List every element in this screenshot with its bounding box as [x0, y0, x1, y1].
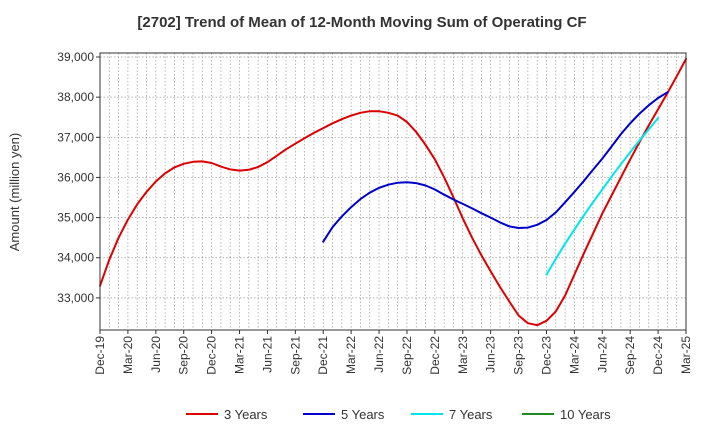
x-tick-label: Jun-21 [260, 336, 274, 373]
y-tick-label: 38,000 [57, 90, 94, 104]
x-tick-label: Sep-21 [288, 336, 302, 375]
legend-label: 7 Years [449, 407, 493, 422]
legend-label: 3 Years [224, 407, 268, 422]
x-tick-label: Jun-22 [372, 336, 386, 373]
x-tick-label: Dec-24 [651, 336, 665, 375]
plot-border [99, 52, 687, 331]
x-tick-label: Mar-21 [233, 336, 247, 374]
x-axis-ticks: Dec-19 Mar-20 Jun-20 Sep-20 Dec-20 Mar-21 Jun-… [93, 330, 693, 375]
x-tick-label: Mar-23 [456, 336, 470, 374]
y-axis-label: Amount (million yen) [7, 133, 22, 252]
series-line-5-years [322, 91, 669, 243]
series-layer [99, 58, 687, 327]
x-tick-label: Dec-20 [205, 336, 219, 375]
y-tick-label: 37,000 [57, 130, 94, 144]
y-tick-label: 36,000 [57, 170, 94, 184]
x-tick-label: Jun-20 [149, 336, 163, 373]
x-tick-label: Jun-23 [484, 336, 498, 373]
y-tick-label: 33,000 [57, 291, 94, 305]
x-tick-label: Dec-19 [93, 336, 107, 375]
series-line-7-years [545, 117, 660, 276]
x-tick-label: Dec-23 [539, 336, 553, 375]
x-tick-label: Mar-20 [121, 336, 135, 374]
x-tick-label: Sep-22 [400, 336, 414, 375]
chart-title: [2702] Trend of Mean of 12-Month Moving … [137, 14, 586, 31]
y-tick-label: 35,000 [57, 211, 94, 225]
y-tick-label: 34,000 [57, 251, 94, 265]
grid-lines [99, 53, 687, 330]
x-tick-label: Sep-23 [512, 336, 526, 375]
plot-background [100, 53, 686, 330]
x-tick-label: Dec-21 [316, 336, 330, 375]
plot-area [100, 53, 686, 330]
x-tick-label: Sep-24 [623, 336, 637, 375]
x-tick-label: Jun-24 [595, 336, 609, 373]
axes [99, 52, 687, 331]
legend-label: 10 Years [560, 407, 611, 422]
x-tick-label: Dec-22 [428, 336, 442, 375]
x-tick-label: Mar-22 [344, 336, 358, 374]
y-axis-ticks: 33,000 34,000 35,000 36,000 37,000 38,000 39,0… [57, 50, 100, 305]
legend-label: 5 Years [341, 407, 385, 422]
x-tick-label: Mar-25 [679, 336, 693, 374]
x-tick-label: Mar-24 [567, 336, 581, 374]
x-tick-label: Sep-20 [177, 336, 191, 375]
y-tick-label: 39,000 [57, 50, 94, 64]
legend: 3 Years 5 Years 7 Years 10 Years [186, 407, 611, 422]
series-line-3-years [99, 58, 687, 327]
